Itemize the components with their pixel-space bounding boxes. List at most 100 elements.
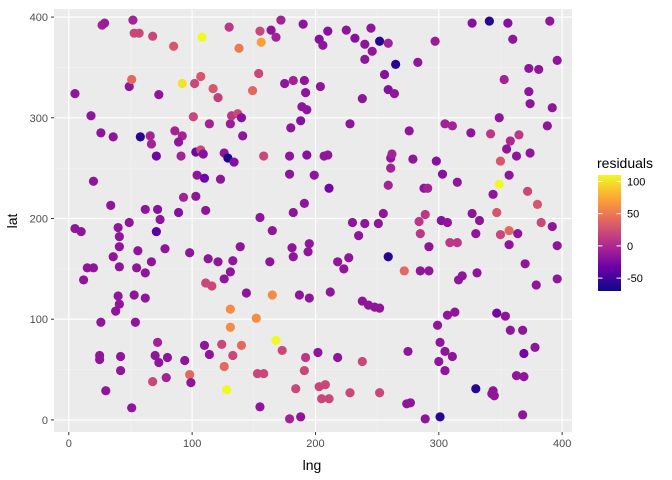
data-point — [241, 288, 251, 298]
data-point — [176, 151, 186, 161]
data-point — [324, 394, 334, 404]
data-point — [424, 242, 434, 252]
data-point — [519, 348, 529, 359]
data-point — [228, 350, 238, 361]
data-point — [317, 394, 327, 404]
data-point — [153, 204, 163, 215]
data-point — [523, 186, 533, 196]
data-point — [547, 103, 557, 113]
data-point — [494, 113, 504, 123]
data-point — [132, 263, 142, 273]
data-point — [299, 365, 309, 376]
data-point — [450, 307, 460, 317]
data-point — [255, 26, 265, 36]
data-point — [492, 207, 502, 218]
data-point — [129, 290, 139, 300]
data-point — [222, 385, 232, 395]
data-point — [552, 55, 562, 65]
data-point — [442, 310, 453, 320]
x-tick-label: 400 — [553, 438, 571, 450]
colorbar-tick-label: -50 — [627, 273, 643, 285]
data-point — [154, 357, 164, 368]
data-point — [492, 308, 502, 318]
data-point — [287, 243, 297, 253]
data-point — [280, 78, 290, 89]
data-point — [199, 340, 210, 350]
data-point — [266, 25, 276, 35]
data-point — [536, 217, 546, 228]
data-point — [350, 33, 360, 43]
x-axis-title: lng — [303, 457, 322, 473]
data-point — [185, 248, 195, 258]
data-point — [413, 57, 423, 67]
data-point — [146, 139, 157, 149]
data-point — [114, 242, 124, 252]
data-point — [277, 345, 287, 356]
data-point — [302, 105, 312, 115]
data-point — [360, 54, 370, 64]
data-point — [265, 257, 275, 267]
data-point — [532, 199, 543, 209]
data-point — [323, 26, 333, 36]
data-point — [324, 183, 334, 193]
data-point — [271, 32, 281, 42]
data-point — [70, 89, 80, 99]
data-point — [435, 337, 445, 347]
data-point — [225, 267, 235, 277]
data-point — [213, 257, 223, 267]
data-point — [79, 275, 89, 285]
data-point — [190, 78, 200, 89]
data-point — [254, 68, 264, 79]
data-point — [502, 144, 512, 154]
data-point — [169, 41, 179, 51]
data-point — [219, 361, 229, 372]
data-point — [415, 228, 425, 239]
data-point — [255, 402, 265, 412]
data-point — [236, 340, 247, 350]
data-point — [252, 368, 263, 379]
data-point — [525, 99, 535, 109]
data-point — [219, 274, 229, 284]
data-point — [259, 151, 269, 161]
data-point — [447, 121, 457, 131]
data-point — [204, 349, 214, 360]
data-point — [207, 281, 217, 291]
data-point — [271, 335, 281, 345]
data-point — [229, 157, 239, 167]
data-point — [170, 126, 180, 136]
data-point — [511, 151, 522, 161]
data-point — [514, 130, 524, 140]
colorbar — [598, 175, 621, 291]
y-tick-label: 0 — [42, 415, 48, 427]
data-point — [344, 253, 354, 263]
y-tick-label: 200 — [30, 213, 48, 225]
data-point — [472, 268, 482, 278]
data-point — [545, 16, 555, 26]
data-point — [383, 252, 393, 262]
data-point — [224, 22, 234, 32]
colorbar-ticks: 100 50 0 -50 — [598, 176, 645, 285]
data-point — [213, 93, 223, 103]
data-point — [357, 356, 367, 367]
data-point — [178, 192, 189, 202]
plot-panel — [54, 9, 572, 432]
data-point — [99, 18, 110, 28]
data-point — [114, 299, 124, 309]
data-point — [304, 239, 314, 249]
data-point — [235, 242, 245, 252]
data-point — [452, 238, 462, 248]
data-point — [140, 268, 150, 278]
data-point — [435, 412, 445, 422]
data-point — [302, 150, 312, 160]
y-tick-label: 400 — [30, 12, 48, 24]
data-point — [180, 355, 190, 366]
data-point — [318, 40, 328, 50]
data-point — [276, 15, 286, 25]
y-axis: 0 100 200 300 400 — [30, 12, 54, 427]
data-point — [442, 217, 453, 228]
data-point — [111, 306, 121, 316]
data-point — [203, 254, 213, 264]
data-point — [197, 32, 207, 42]
data-point — [192, 170, 202, 180]
